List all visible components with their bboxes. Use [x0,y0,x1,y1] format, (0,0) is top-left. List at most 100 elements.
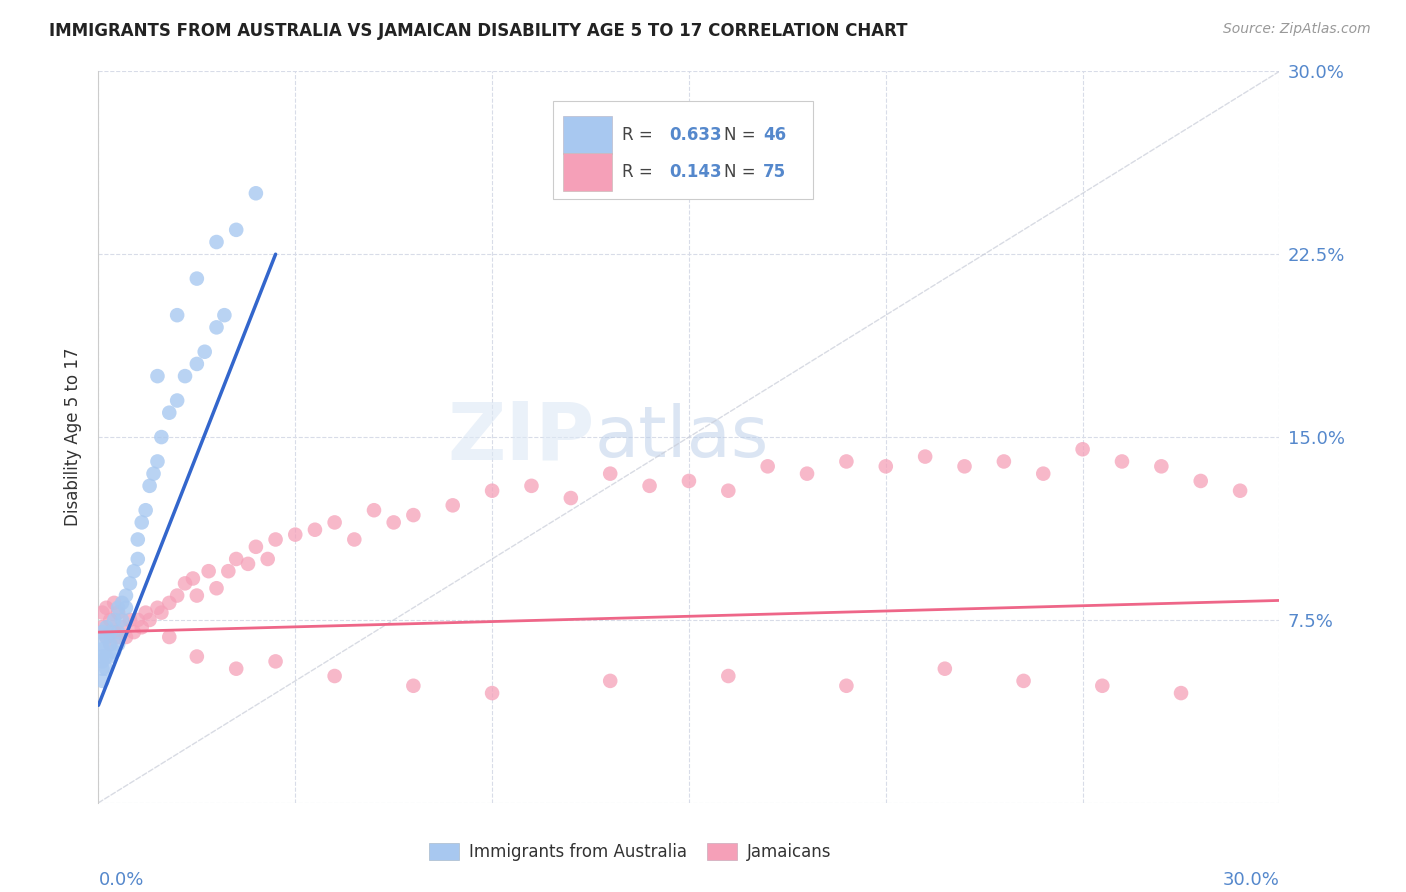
Point [796,467,818,481]
Text: 0.143: 0.143 [669,162,721,181]
Legend: Immigrants from Australia, Jamaicans: Immigrants from Australia, Jamaicans [422,836,838,868]
Point [96,662,118,676]
Point [91,620,114,634]
Point [1091,679,1114,693]
Point [96,600,118,615]
FancyBboxPatch shape [562,116,612,154]
Point [150,430,173,444]
Point [98,637,121,651]
Text: IMMIGRANTS FROM AUSTRALIA VS JAMAICAN DISABILITY AGE 5 TO 17 CORRELATION CHART: IMMIGRANTS FROM AUSTRALIA VS JAMAICAN DI… [49,22,908,40]
Point [717,483,740,498]
Point [323,516,346,530]
Text: R =: R = [621,126,658,145]
Point [122,564,145,578]
Point [194,344,217,359]
Point [993,454,1015,468]
Point [875,459,897,474]
Point [1071,442,1094,457]
Point [402,508,425,522]
Point [205,235,228,249]
Point [181,572,204,586]
Text: ZIP: ZIP [447,398,595,476]
Point [157,406,180,420]
Point [131,516,153,530]
Point [186,271,208,285]
Point [127,533,149,547]
Point [96,620,118,634]
Point [111,620,134,634]
Point [103,596,125,610]
Point [323,669,346,683]
Text: 0.633: 0.633 [669,126,721,145]
Point [115,600,138,615]
Point [599,673,621,688]
Point [166,308,188,322]
Point [599,467,621,481]
Point [186,357,208,371]
Point [1170,686,1192,700]
Point [1032,467,1054,481]
Point [174,369,197,384]
Point [107,625,129,640]
Point [1111,454,1133,468]
Text: 75: 75 [763,162,786,181]
Point [481,686,503,700]
Point [91,662,114,676]
Point [96,630,118,644]
Point [678,474,700,488]
Point [225,223,247,237]
Text: 46: 46 [763,126,786,145]
Point [150,606,173,620]
Point [166,589,188,603]
Point [138,613,160,627]
Point [717,669,740,683]
Point [103,625,125,640]
Point [91,606,114,620]
Point [107,637,129,651]
Point [107,600,129,615]
Point [382,516,405,530]
Point [256,552,278,566]
Point [107,606,129,620]
Point [118,576,141,591]
Text: R =: R = [621,162,658,181]
Point [146,369,169,384]
Point [402,679,425,693]
Point [1229,483,1251,498]
Point [103,645,125,659]
Point [225,662,247,676]
Point [236,557,259,571]
FancyBboxPatch shape [562,153,612,191]
Point [520,479,543,493]
Point [481,483,503,498]
Point [157,630,180,644]
Point [245,186,267,201]
Point [214,308,236,322]
Point [756,459,779,474]
Point [131,620,153,634]
Text: 0.0%: 0.0% [98,871,143,889]
Point [122,625,145,640]
Point [174,576,197,591]
Point [107,630,129,644]
Point [953,459,976,474]
Point [118,613,141,627]
Point [157,596,180,610]
Point [217,564,239,578]
FancyBboxPatch shape [553,101,813,200]
Point [91,673,114,688]
Point [1012,673,1035,688]
Point [96,630,118,644]
Text: Source: ZipAtlas.com: Source: ZipAtlas.com [1223,22,1371,37]
Point [197,564,219,578]
Point [914,450,936,464]
Text: 30.0%: 30.0% [1223,871,1279,889]
Point [111,613,134,627]
Point [638,479,661,493]
Point [304,523,326,537]
Point [138,479,160,493]
Point [1150,459,1173,474]
Point [91,649,114,664]
Point [343,533,366,547]
Point [205,581,228,595]
